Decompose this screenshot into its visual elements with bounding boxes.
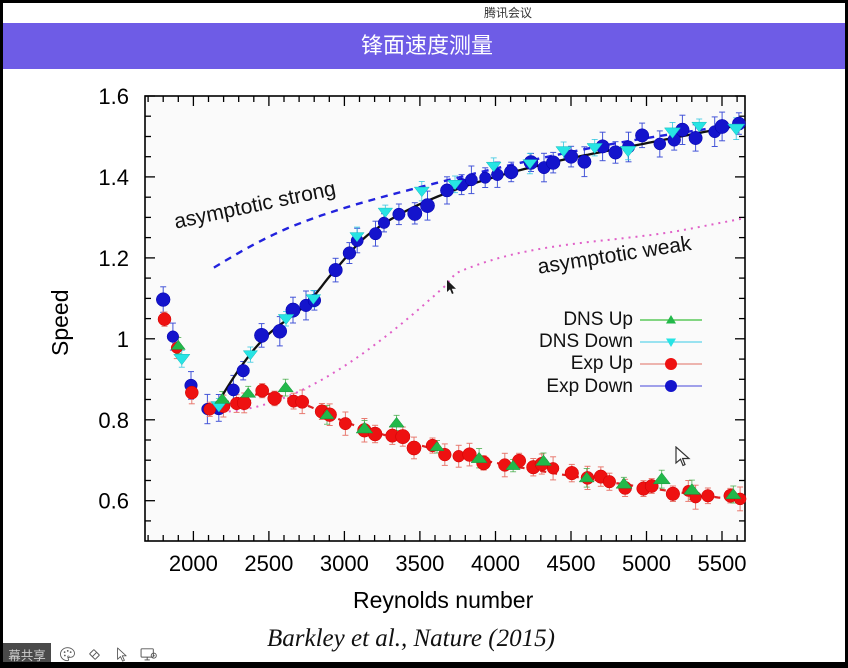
svg-text:3500: 3500 (395, 551, 444, 576)
svg-text:4500: 4500 (547, 551, 596, 576)
svg-text:1: 1 (117, 327, 129, 352)
svg-text:5500: 5500 (698, 551, 747, 576)
svg-text:3000: 3000 (320, 551, 369, 576)
svg-text:2000: 2000 (169, 551, 218, 576)
svg-text:2500: 2500 (244, 551, 293, 576)
svg-text:1.2: 1.2 (98, 246, 129, 271)
svg-text:1.6: 1.6 (98, 84, 129, 109)
svg-text:0.6: 0.6 (98, 489, 129, 514)
svg-text:4000: 4000 (471, 551, 520, 576)
svg-text:5000: 5000 (622, 551, 671, 576)
svg-text:0.8: 0.8 (98, 408, 129, 433)
svg-text:1.4: 1.4 (98, 165, 129, 190)
